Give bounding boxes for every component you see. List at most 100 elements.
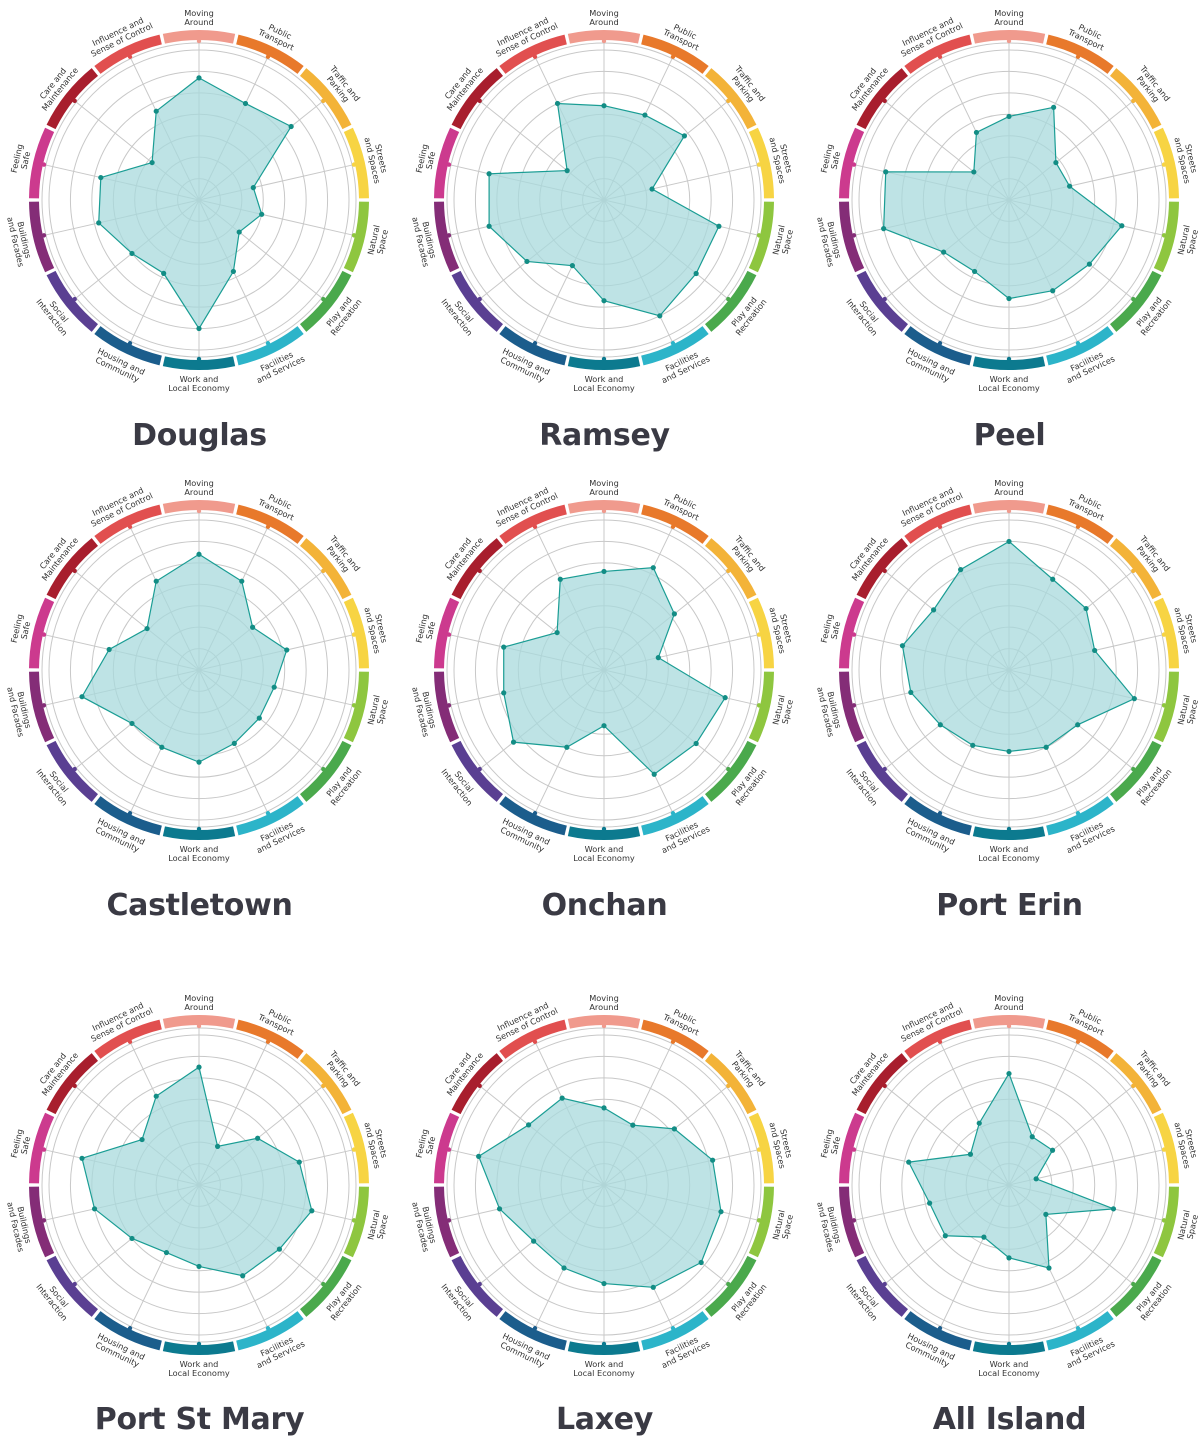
data-point-natural-space — [722, 695, 728, 701]
data-point-influence-and-sense-of-control — [153, 1093, 159, 1099]
ring-segment-traffic-and-parking — [1110, 68, 1162, 130]
ring-segment-traffic-and-parking — [1110, 538, 1162, 600]
ring-segment-identity-and-belonging — [29, 201, 55, 273]
ring-marker — [670, 1039, 676, 1044]
axis-label-line: Local Economy — [978, 1368, 1040, 1378]
ring-segment-play-and-recreation — [705, 270, 757, 332]
chart-title: Port St Mary — [94, 1402, 305, 1437]
axis-label-line: Local Economy — [978, 383, 1040, 393]
ring-marker — [1161, 233, 1167, 238]
data-point-care-and-maintenance — [967, 1151, 974, 1157]
data-point-natural-space — [1131, 696, 1137, 702]
axis-label-line: Safe — [424, 620, 438, 640]
ring-marker — [882, 296, 887, 302]
ring-marker — [127, 341, 133, 346]
ring-segment-feeling-safe — [839, 597, 865, 669]
ring-marker — [477, 98, 482, 104]
axis-label-line: Moving — [994, 478, 1024, 488]
ring-segment-moving-around — [567, 1015, 641, 1029]
axis-label: Work and Local Economy — [978, 374, 1040, 393]
ring-segment-work-and-local-economy — [972, 826, 1046, 840]
data-point-natural-space — [1110, 1206, 1117, 1212]
data-point-traffic-and-parking — [1053, 159, 1059, 166]
data-point-social-interaction — [937, 722, 943, 728]
ring-segment-moving-around — [567, 500, 641, 514]
ring-marker — [196, 356, 202, 362]
ring-marker — [882, 766, 887, 772]
ring-marker — [265, 524, 271, 529]
ring-segment-streets-and-spaces — [1153, 127, 1179, 199]
data-point-public-transport — [642, 112, 648, 118]
ring-segment-identity-and-belonging — [434, 1186, 460, 1258]
ring-marker — [937, 524, 943, 529]
ring-marker — [196, 38, 202, 44]
ring-segment-public-transport — [1046, 34, 1114, 74]
ring-marker — [670, 341, 676, 346]
ring-marker — [1006, 38, 1012, 44]
ring-segment-identity-and-belonging — [839, 671, 865, 743]
ring-marker — [532, 54, 538, 59]
ring-segment-feeling-safe — [839, 127, 865, 199]
data-point-identity-and-belonging — [881, 226, 887, 232]
ring-marker — [726, 98, 731, 104]
axis-label-line: Local Economy — [168, 1368, 230, 1378]
data-point-housing-and-community — [564, 744, 570, 750]
ring-marker — [72, 1083, 77, 1089]
chart-title: Port Erin — [936, 888, 1083, 923]
ring-marker — [41, 1147, 47, 1152]
ring-segment-facilities-and-services — [236, 326, 304, 366]
ring-marker — [321, 1083, 326, 1089]
axis-label: NaturalSpace — [365, 1209, 390, 1243]
data-area — [81, 1066, 313, 1277]
ring-segment-housing-and-community — [904, 1311, 972, 1351]
axis-label-line: Around — [994, 1002, 1023, 1012]
chart-title: Onchan — [541, 888, 668, 923]
data-point-housing-and-community — [569, 263, 575, 269]
data-point-public-transport — [242, 100, 249, 107]
axis-label: Moving Around — [184, 478, 214, 497]
chart-title: Castletown — [106, 888, 293, 923]
ring-segment-identity-and-belonging — [434, 201, 460, 273]
ring-marker — [1006, 508, 1012, 514]
ring-segment-influence-and-sense-of-control — [499, 1019, 567, 1059]
ring-marker — [41, 703, 47, 708]
ring-marker — [532, 341, 538, 346]
data-point-feeling-safe — [476, 1153, 482, 1159]
ring-marker — [726, 1281, 731, 1287]
data-point-streets-and-spaces — [649, 186, 655, 192]
ring-segment-public-transport — [641, 1019, 709, 1059]
axis-label-line: Local Economy — [573, 853, 635, 863]
ring-marker — [127, 1326, 133, 1331]
ring-segment-identity-and-belonging — [839, 1186, 865, 1258]
ring-segment-feeling-safe — [839, 1112, 865, 1184]
chart-title: Douglas — [132, 418, 267, 453]
axis-label-line: Work and — [990, 374, 1029, 384]
axis-label: Moving Around — [589, 993, 619, 1012]
ring-segment-work-and-local-economy — [567, 1341, 641, 1355]
axis-label-line: Safe — [424, 1135, 438, 1155]
axis-label-line: Around — [994, 487, 1023, 497]
data-point-identity-and-belonging — [96, 220, 102, 226]
axis-label: Work and Local Economy — [573, 1359, 635, 1378]
data-point-influence-and-sense-of-control — [557, 576, 563, 582]
data-point-influence-and-sense-of-control — [958, 567, 964, 573]
data-point-streets-and-spaces — [284, 647, 290, 653]
ring-segment-work-and-local-economy — [162, 826, 236, 840]
ring-segment-traffic-and-parking — [300, 1053, 352, 1115]
ring-segment-housing-and-community — [94, 1311, 162, 1351]
ring-marker — [670, 524, 676, 529]
axis-label: FeelingSafe — [414, 143, 439, 176]
ring-marker — [532, 524, 538, 529]
ring-marker — [127, 811, 133, 816]
data-point-public-transport — [1050, 576, 1056, 582]
ring-segment-social-interaction — [856, 270, 908, 332]
data-point-social-interaction — [510, 739, 517, 745]
ring-marker — [351, 233, 357, 238]
ring-marker — [265, 1326, 271, 1331]
ring-segment-play-and-recreation — [1110, 270, 1162, 332]
data-area — [477, 1097, 722, 1288]
ring-marker — [127, 1039, 133, 1044]
data-point-influence-and-sense-of-control — [554, 100, 561, 107]
